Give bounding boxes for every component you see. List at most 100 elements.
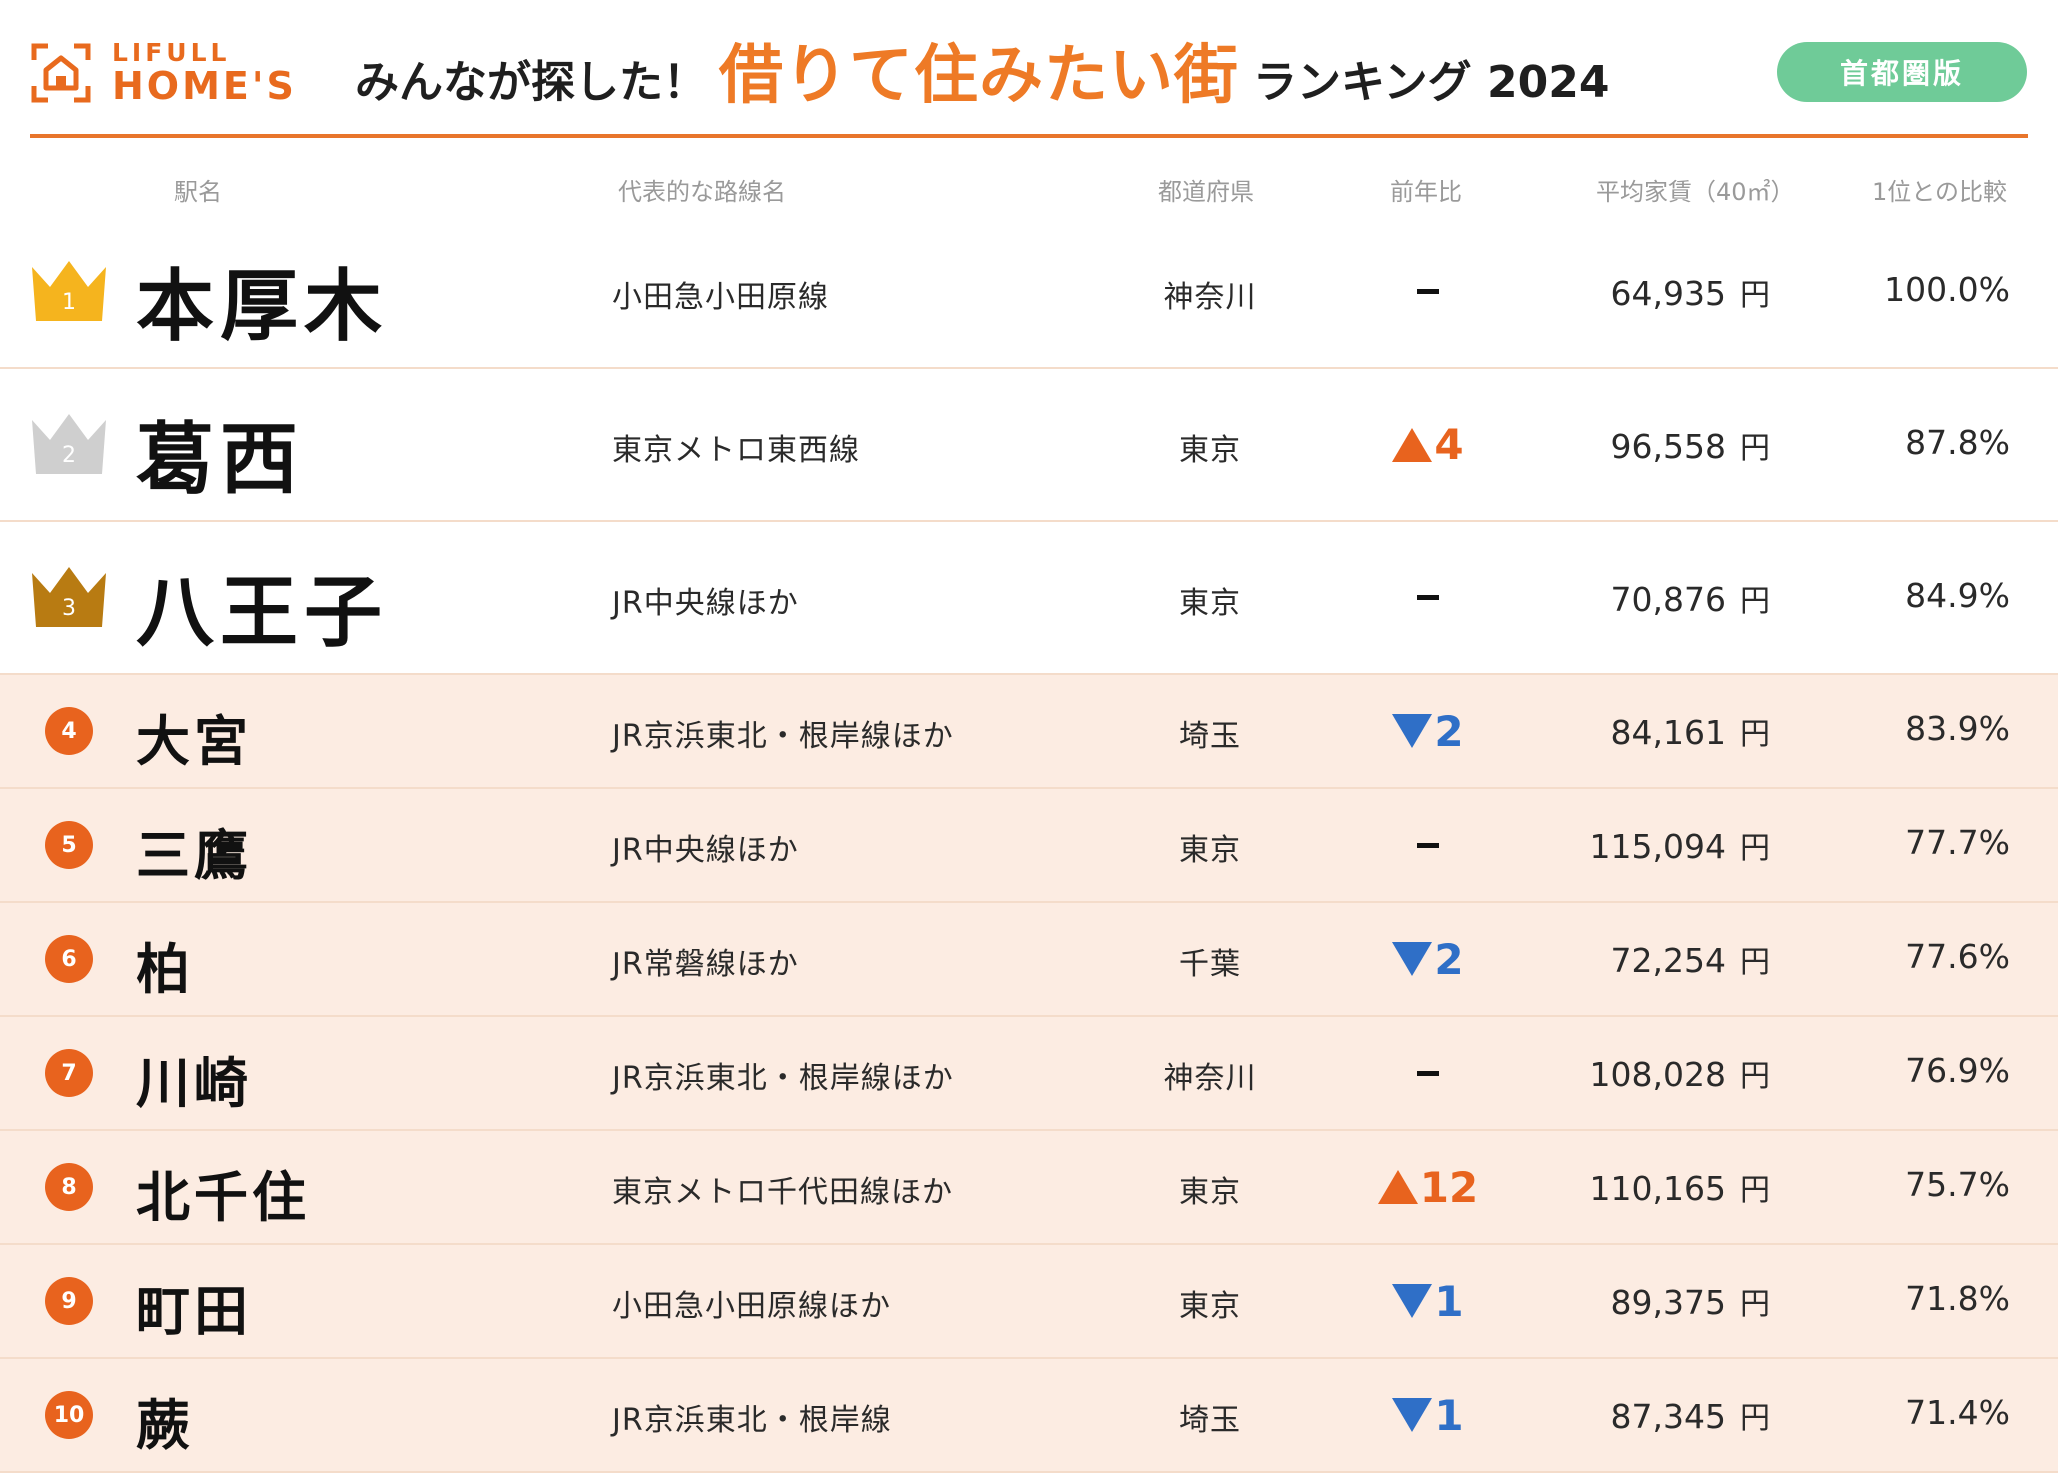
average-rent: 89,375 円 [1520,1279,1770,1323]
rent-unit: 円 [1740,430,1770,466]
rank-badge: 9 [45,1277,93,1325]
prefecture: 東京 [1179,1175,1241,1210]
change-amount: 1 [1434,1276,1464,1326]
station-name[interactable]: 葛西 [136,414,305,505]
prefecture: 神奈川 [1163,1061,1257,1096]
station-name[interactable]: 大宮 [136,710,252,773]
rent-value: 108,028 [1589,1055,1726,1094]
rent-unit: 円 [1740,1173,1770,1208]
title-suffix: ランキング 2024 [1253,57,1610,108]
title-prefix: みんなが探した！ [355,57,707,108]
station-name[interactable]: 柏 [136,938,194,1001]
rent-value: 110,165 [1589,1169,1726,1208]
station-name[interactable]: 川崎 [136,1052,252,1115]
ratio-to-first: 87.8% [1905,422,2010,462]
column-header-prefecture: 都道府県 [1158,178,1254,206]
crown-rank-number: 1 [62,290,76,315]
rank-down-arrow-icon [1392,942,1433,976]
rent-unit: 円 [1740,277,1770,313]
no-change-dash-icon [1417,289,1439,294]
rank-badge: 5 [45,821,93,869]
year-over-year-change: 2 [1348,706,1508,756]
house-icon [31,43,91,103]
table-row[interactable]: 10 蕨 JR京浜東北・根岸線 埼玉 1 87,345 円 71.4% [0,1359,2058,1473]
ratio-to-first: 75.7% [1905,1165,2010,1204]
ratio-to-first: 77.7% [1905,823,2010,862]
crown-icon: 3 [32,566,106,627]
table-row[interactable]: 1 本厚木 小田急小田原線 神奈川 64,935 円 100.0% [0,216,2058,369]
ratio-to-first: 71.8% [1905,1279,2010,1318]
rent-value: 87,345 [1610,1397,1726,1436]
table-row[interactable]: 9 町田 小田急小田原線ほか 東京 1 89,375 円 71.8% [0,1245,2058,1359]
prefecture: 東京 [1179,833,1241,868]
table-row[interactable]: 2 葛西 東京メトロ東西線 東京 4 96,558 円 87.8% [0,369,2058,522]
logo-text-top: LIFULL [112,38,231,67]
column-header-ratio: 1位との比較 [1872,178,2008,206]
railway-line: JR京浜東北・根岸線ほか [612,719,954,754]
ratio-to-first: 77.6% [1905,937,2010,976]
crown-icon: 1 [32,260,106,321]
rank-down-arrow-icon [1392,714,1433,748]
railway-line: JR常磐線ほか [612,947,799,982]
ratio-to-first: 71.4% [1905,1393,2010,1432]
prefecture: 東京 [1179,1289,1241,1324]
year-over-year-change: 2 [1348,934,1508,984]
prefecture: 千葉 [1179,947,1241,982]
no-change-dash-icon [1417,842,1439,848]
table-row[interactable]: 5 三鷹 JR中央線ほか 東京 115,094 円 77.7% [0,789,2058,903]
average-rent: 84,161 円 [1520,709,1770,753]
prefecture: 東京 [1179,432,1241,468]
rank-badge: 4 [45,707,93,755]
change-amount: 12 [1419,1162,1479,1212]
railway-line: 東京メトロ東西線 [612,432,860,468]
average-rent: 72,254 円 [1520,937,1770,981]
rank-up-arrow-icon [1392,427,1433,462]
station-name[interactable]: 町田 [136,1280,252,1343]
rent-value: 70,876 [1610,579,1726,619]
rent-value: 64,935 [1610,273,1726,313]
station-name[interactable]: 蕨 [136,1394,194,1457]
ratio-to-first: 83.9% [1905,709,2010,748]
rent-unit: 円 [1740,1287,1770,1322]
year-over-year-change: 12 [1348,1162,1508,1212]
year-over-year-change [1348,1048,1508,1098]
rent-unit: 円 [1740,1059,1770,1094]
railway-line: JR中央線ほか [612,833,799,868]
crown-icon: 2 [32,413,106,474]
station-name[interactable]: 八王子 [136,567,389,658]
rank-badge: 6 [45,935,93,983]
rent-value: 72,254 [1610,941,1726,980]
ratio-to-first: 100.0% [1884,269,2010,309]
average-rent: 96,558 円 [1520,423,1770,467]
average-rent: 87,345 円 [1520,1393,1770,1437]
railway-line: 小田急小田原線 [612,279,829,315]
lifull-homes-logo[interactable]: LIFULL HOME'S [30,38,300,108]
year-over-year-change: 1 [1348,1390,1508,1440]
rent-unit: 円 [1740,583,1770,619]
table-header: 駅名 代表的な路線名 都道府県 前年比 平均家賃（40㎡） 1位との比較 [0,172,2058,212]
change-amount: 2 [1434,706,1464,756]
year-over-year-change [1348,820,1508,870]
railway-line: JR京浜東北・根岸線ほか [612,1061,954,1096]
station-name[interactable]: 北千住 [136,1166,310,1229]
column-header-line: 代表的な路線名 [618,178,786,206]
prefecture: 埼玉 [1179,719,1241,754]
table-row[interactable]: 6 柏 JR常磐線ほか 千葉 2 72,254 円 77.6% [0,903,2058,1017]
station-name[interactable]: 三鷹 [136,824,252,887]
railway-line: 小田急小田原線ほか [612,1289,891,1324]
station-name[interactable]: 本厚木 [136,261,389,352]
rent-unit: 円 [1740,831,1770,866]
ratio-to-first: 84.9% [1905,575,2010,615]
prefecture: 東京 [1179,585,1241,621]
table-row[interactable]: 8 北千住 東京メトロ千代田線ほか 東京 12 110,165 円 75.7% [0,1131,2058,1245]
rent-value: 84,161 [1610,713,1726,752]
column-header-rent: 平均家賃（40㎡） [1596,178,1795,206]
table-row[interactable]: 3 八王子 JR中央線ほか 東京 70,876 円 84.9% [0,522,2058,675]
year-over-year-change [1348,573,1508,623]
table-row[interactable]: 4 大宮 JR京浜東北・根岸線ほか 埼玉 2 84,161 円 83.9% [0,675,2058,789]
logo-text-bottom: HOME'S [112,64,297,108]
rank-badge: 7 [45,1049,93,1097]
rent-value: 115,094 [1589,827,1726,866]
column-header-station: 駅名 [174,178,222,206]
table-row[interactable]: 7 川崎 JR京浜東北・根岸線ほか 神奈川 108,028 円 76.9% [0,1017,2058,1131]
